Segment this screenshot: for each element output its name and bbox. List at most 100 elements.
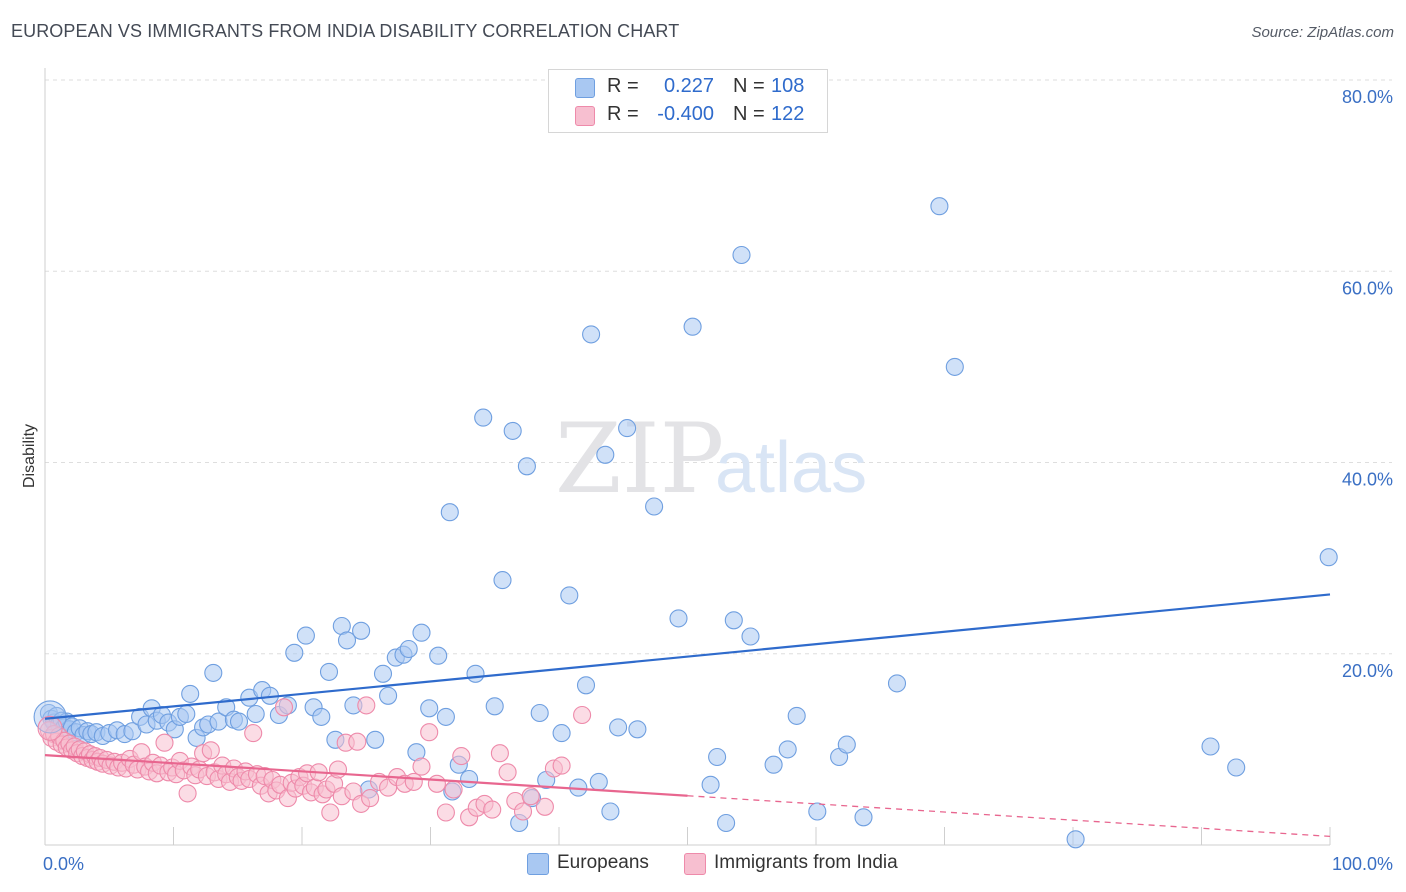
- series-swatch-europeans: [527, 853, 549, 875]
- data-point: [452, 747, 471, 766]
- data-point: [321, 803, 340, 822]
- data-point: [155, 733, 174, 752]
- data-point: [352, 621, 371, 640]
- legend-n-label: N =: [733, 103, 765, 125]
- data-point: [764, 755, 783, 774]
- data-point: [229, 712, 249, 731]
- data-point: [201, 741, 220, 760]
- data-point: [204, 663, 223, 682]
- data-point: [429, 646, 448, 665]
- data-point: [530, 703, 549, 723]
- data-point: [1201, 737, 1220, 756]
- data-point: [440, 503, 459, 522]
- y-tick-label: 80.0%: [1342, 87, 1393, 107]
- data-point: [312, 707, 331, 726]
- chart-title: EUROPEAN VS IMMIGRANTS FROM INDIA DISABI…: [11, 21, 680, 41]
- data-point: [296, 626, 315, 645]
- data-point: [732, 245, 751, 265]
- data-point: [837, 735, 856, 754]
- data-point: [483, 800, 502, 819]
- data-point: [582, 325, 601, 344]
- source-label: Source: ZipAtlas.com: [1251, 24, 1394, 41]
- legend-swatch-europeans: [575, 78, 595, 98]
- data-point: [420, 699, 439, 718]
- data-point: [244, 724, 263, 743]
- data-point: [618, 419, 637, 438]
- data-point: [427, 774, 446, 793]
- series-label-india: Immigrants from India: [714, 852, 898, 873]
- data-point: [535, 797, 554, 816]
- data-point: [628, 720, 647, 739]
- data-point: [379, 686, 398, 705]
- legend-n-value: 108: [771, 75, 805, 97]
- trend-lines: [44, 593, 1331, 838]
- data-point: [573, 705, 592, 725]
- data-point: [181, 684, 200, 703]
- data-point: [404, 772, 423, 791]
- data-point: [444, 780, 463, 799]
- data-point: [399, 639, 418, 659]
- legend-r-value: 0.227: [663, 75, 714, 97]
- data-point: [601, 802, 620, 821]
- trend-line: [44, 754, 688, 797]
- data-point: [373, 664, 393, 683]
- data-point: [717, 813, 736, 833]
- legend-r-label: R =: [607, 103, 639, 125]
- data-point: [517, 457, 536, 476]
- data-point: [460, 769, 479, 789]
- data-point: [177, 704, 196, 724]
- data-point: [274, 698, 294, 717]
- data-point: [854, 808, 873, 827]
- watermark-zip: ZIP: [555, 403, 724, 515]
- data-point: [1066, 830, 1085, 849]
- data-point: [412, 757, 431, 776]
- data-point: [741, 627, 760, 646]
- legend-r-label: R =: [607, 75, 639, 97]
- data-point: [348, 732, 367, 751]
- data-point: [787, 706, 806, 725]
- data-point: [361, 789, 380, 808]
- y-tick-label: 20.0%: [1342, 661, 1393, 681]
- data-point: [930, 197, 949, 216]
- x-tick-label: 100.0%: [1332, 854, 1393, 874]
- trend-line: [44, 593, 1331, 720]
- data-point: [778, 740, 797, 759]
- series-label-europeans: Europeans: [557, 852, 649, 873]
- data-point: [412, 623, 431, 642]
- data-point: [560, 586, 579, 605]
- data-point: [521, 787, 540, 806]
- trend-line-dashed: [687, 795, 1331, 838]
- data-point: [337, 631, 357, 650]
- data-point: [645, 497, 664, 516]
- data-point: [552, 724, 571, 743]
- watermark-atlas: atlas: [715, 428, 867, 508]
- data-point: [420, 723, 439, 742]
- data-point: [1227, 758, 1246, 777]
- data-point: [945, 357, 964, 376]
- data-point: [490, 744, 509, 763]
- data-point: [246, 704, 265, 724]
- legend-n-label: N =: [733, 75, 765, 97]
- series-swatch-india: [684, 853, 706, 875]
- data-point: [436, 803, 455, 822]
- y-axis-title: Disability: [21, 424, 38, 488]
- series-europeans: [39, 197, 1338, 849]
- correlation-legend: R = 0.227 N = 108 R = -0.400 N = 122: [548, 69, 828, 133]
- data-point: [513, 802, 533, 821]
- data-point: [357, 696, 376, 715]
- data-point: [589, 772, 608, 791]
- data-point: [436, 707, 455, 726]
- y-tick-label: 40.0%: [1342, 470, 1393, 490]
- data-point: [319, 662, 339, 681]
- data-point: [609, 718, 628, 737]
- data-point: [724, 611, 743, 630]
- tick-labels: 20.0% 40.0% 60.0% 80.0% 0.0% 100.0%: [43, 87, 1393, 874]
- legend-r-value: -0.400: [657, 103, 714, 125]
- data-point: [552, 756, 571, 775]
- data-point: [493, 571, 512, 590]
- data-point: [808, 802, 827, 821]
- watermark: ZIP atlas: [555, 403, 867, 515]
- data-point: [178, 784, 197, 803]
- data-point: [596, 445, 615, 464]
